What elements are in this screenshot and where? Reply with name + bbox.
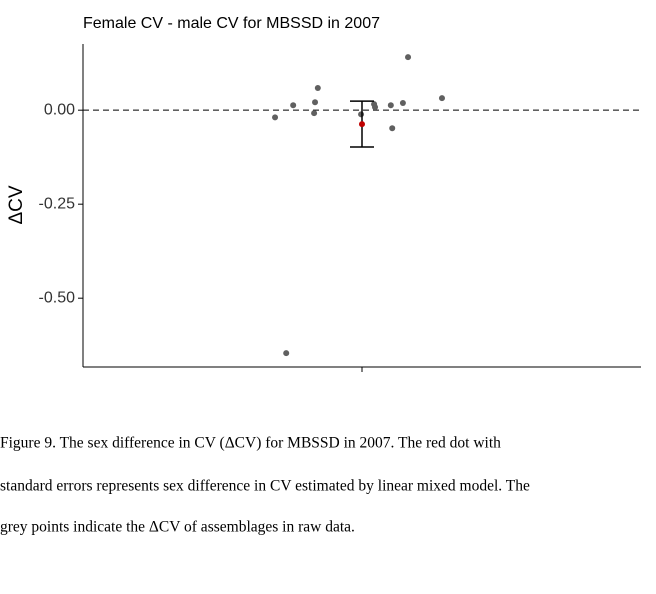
data-point <box>399 100 406 107</box>
data-point <box>405 54 412 61</box>
caption-line: grey points indicate the ΔCV of assembla… <box>0 519 355 536</box>
y-axis-label: ΔCV <box>6 185 27 224</box>
caption-line: Figure 9. The sex difference in CV (ΔCV)… <box>0 435 501 452</box>
data-point <box>389 125 396 132</box>
data-point <box>272 114 279 121</box>
data-point <box>314 84 321 91</box>
data-point <box>283 350 290 357</box>
data-point <box>438 95 445 102</box>
data-point <box>358 111 365 118</box>
data-point <box>372 104 379 111</box>
y-tick-label: 0.00 <box>44 101 75 118</box>
data-point <box>312 99 319 106</box>
data-point <box>387 102 394 109</box>
chart-title: Female CV - male CV for MBSSD in 2007 <box>83 15 380 32</box>
y-tick-label: -0.50 <box>39 289 76 306</box>
caption-line: standard errors represents sex differenc… <box>0 478 530 495</box>
data-point <box>290 102 297 109</box>
y-tick-label: -0.25 <box>39 195 76 212</box>
data-point <box>311 110 318 117</box>
estimate-point <box>359 121 365 128</box>
